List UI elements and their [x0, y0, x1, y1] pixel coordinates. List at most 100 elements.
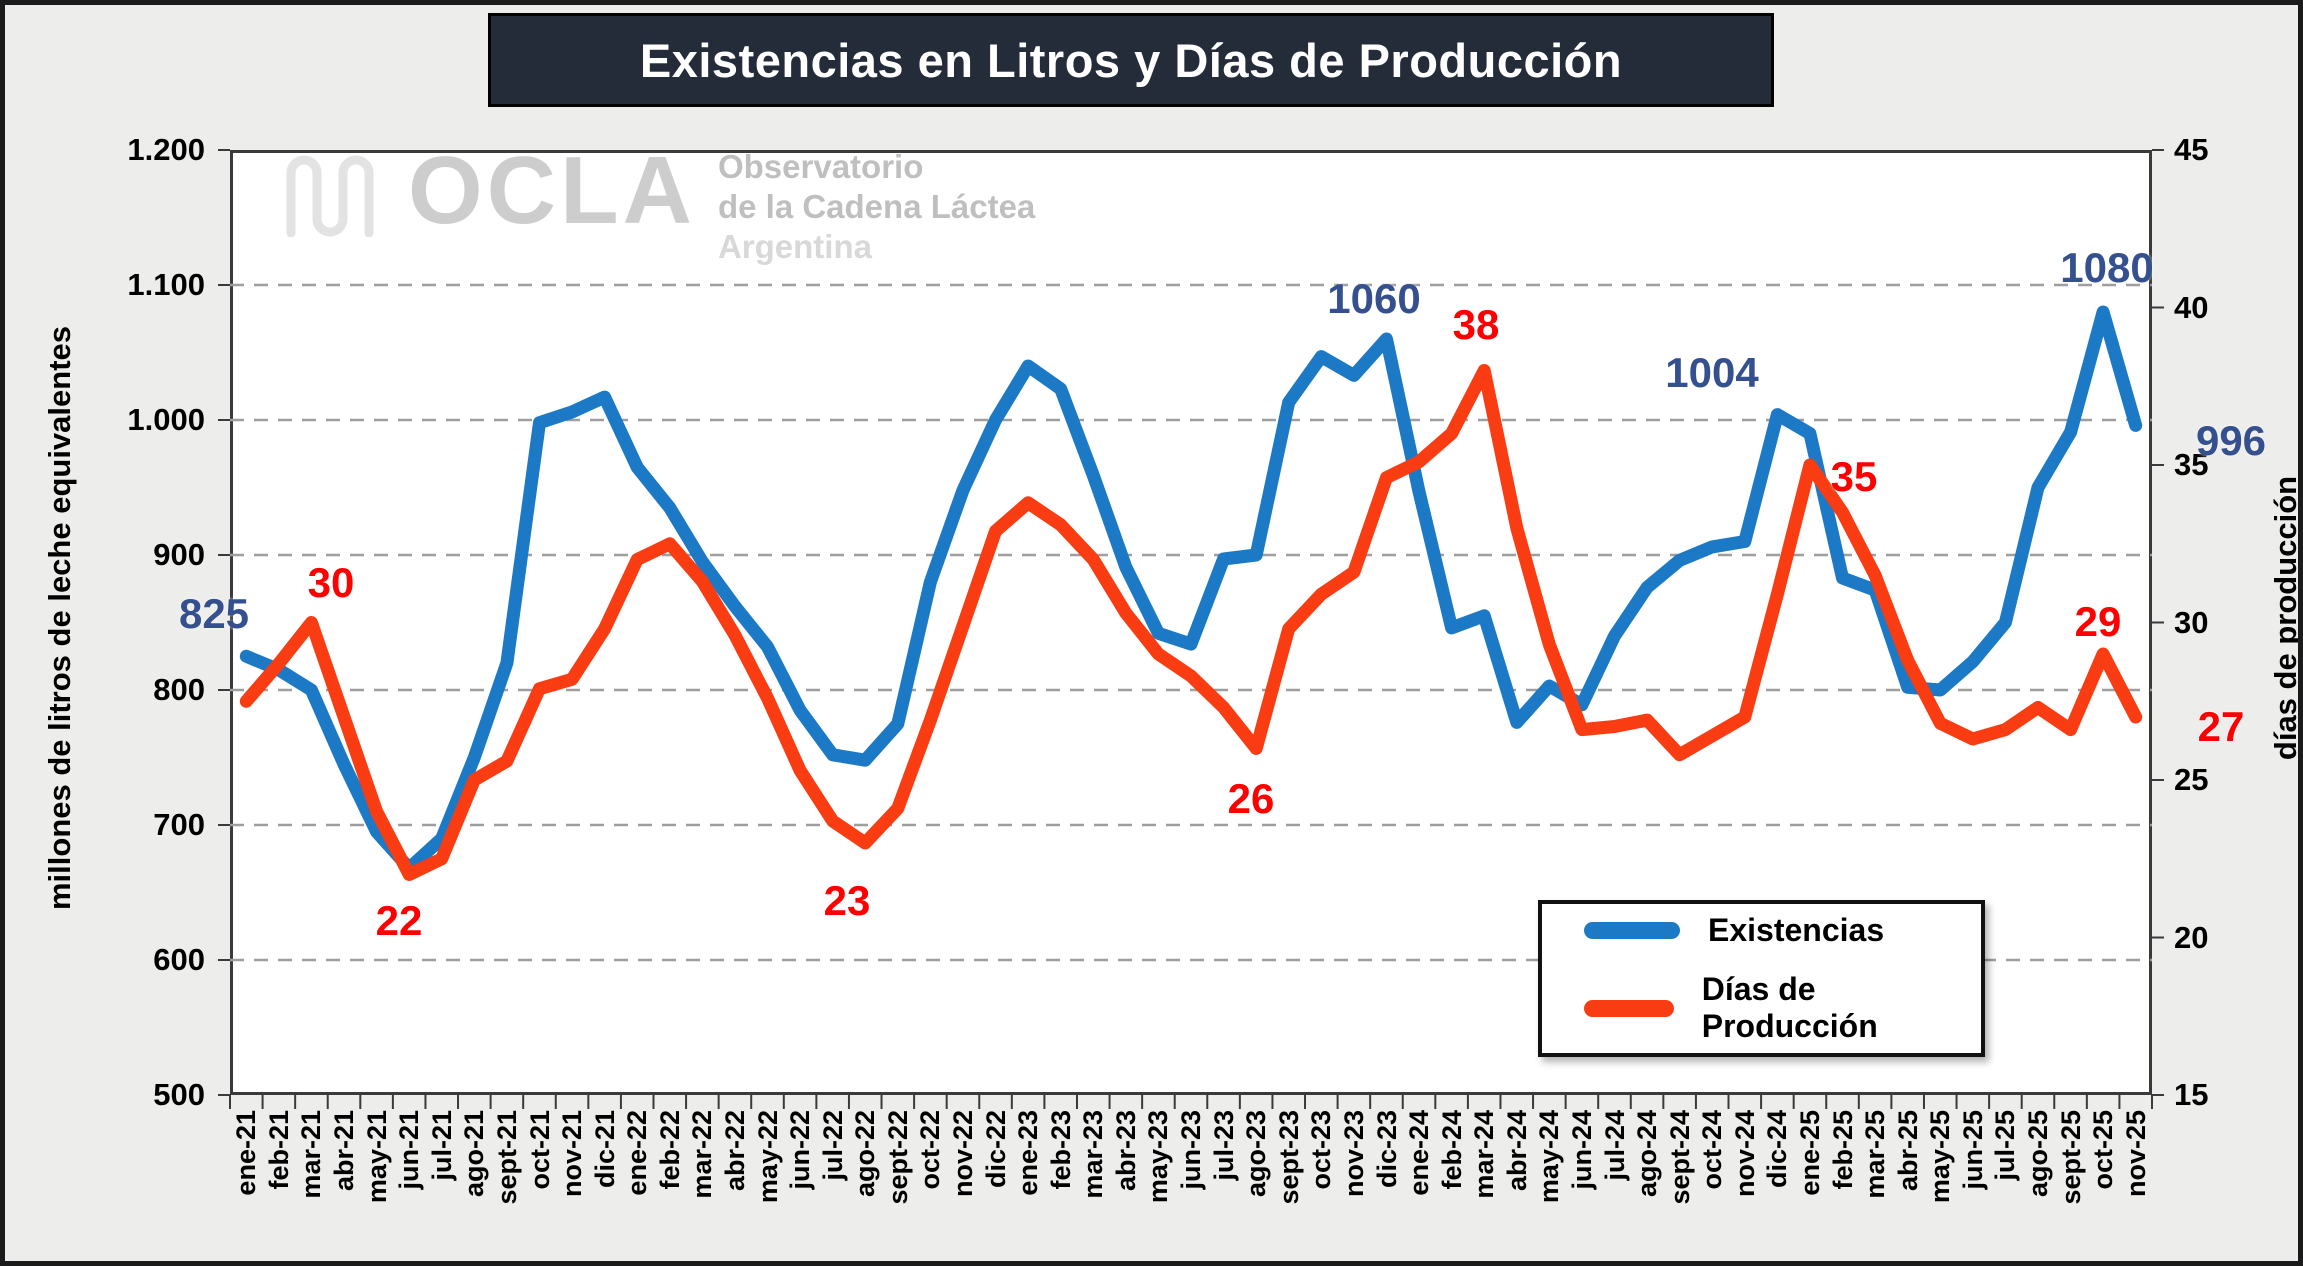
x-axis-tick-label: jun-25 [1957, 1110, 1988, 1190]
left-axis-tick-label: 1.200 [127, 132, 205, 167]
x-axis-tick-label: jul-22 [817, 1110, 848, 1181]
data-label-29: 29 [2074, 598, 2122, 645]
x-axis-tick-label: sept-25 [2055, 1110, 2086, 1205]
x-axis-tick-label: mar-24 [1469, 1110, 1500, 1199]
x-axis-tick-label: sept-21 [491, 1110, 522, 1205]
x-axis-tick-label: oct-23 [1306, 1110, 1337, 1190]
x-axis-tick-label: dic-24 [1762, 1110, 1793, 1189]
legend-label-existencias: Existencias [1708, 912, 1885, 948]
x-axis-tick-label: abr-21 [329, 1110, 359, 1192]
x-axis-tick-label: feb-22 [654, 1110, 685, 1190]
x-axis-tick-label: ago-24 [1632, 1110, 1663, 1198]
x-axis-tick-label: may-21 [361, 1110, 392, 1204]
existencias-line [239, 305, 2143, 875]
right-axis-title: días de producción [2268, 475, 2303, 761]
data-label-26: 26 [1227, 775, 1275, 822]
right-axis-tick-label: 15 [2174, 1077, 2209, 1112]
x-axis-tick-label: ene-23 [1013, 1110, 1044, 1196]
left-axis-tick-label: 500 [153, 1077, 205, 1112]
x-axis-tick-label: nov-24 [1729, 1110, 1760, 1198]
x-axis-tick-label: jul-21 [426, 1110, 457, 1181]
ocla-subtitle-line3: Argentina [717, 228, 872, 265]
ocla-logo-text: OCLA [408, 137, 696, 244]
x-axis-tick-label: feb-21 [263, 1110, 294, 1190]
legend: Existencias Días de Producción [1538, 900, 1985, 1057]
x-axis-tick-label: sept-22 [882, 1110, 913, 1205]
x-axis-tick-label: may-23 [1143, 1110, 1174, 1204]
left-axis-tick-label: 1.000 [127, 402, 205, 437]
x-axis-tick-label: jun-22 [785, 1110, 816, 1190]
x-axis-tick-label: mar-23 [1078, 1110, 1109, 1199]
data-label-1060: 1060 [1327, 275, 1421, 322]
dias-line-swatch [1584, 999, 1674, 1017]
chart-title-bar: Existencias en Litros y Días de Producci… [488, 13, 1774, 107]
x-axis-tick-label: jul-25 [1990, 1110, 2021, 1181]
right-axis-tick-label: 25 [2174, 762, 2209, 797]
x-axis-tick-label: may-24 [1534, 1110, 1565, 1204]
x-axis-tick-label: oct-24 [1697, 1110, 1728, 1190]
x-axis-tick-label: oct-25 [2088, 1110, 2119, 1190]
left-axis-tick-label: 1.100 [127, 267, 205, 302]
legend-item-dias: Días de Producción [1584, 971, 1981, 1045]
data-label-825: 825 [178, 590, 250, 637]
x-axis-tick-label: mar-21 [296, 1110, 327, 1199]
x-axis-tick-label: mar-22 [687, 1110, 718, 1199]
ocla-watermark: OCLA Observatorio de la Cadena Láctea Ar… [285, 137, 1035, 267]
x-axis-tick-label: abr-24 [1501, 1110, 1532, 1192]
x-axis-tick-label: nov-25 [2120, 1110, 2151, 1198]
x-axis-tick-label: may-25 [1925, 1110, 1956, 1204]
left-axis-tick-label: 900 [153, 537, 205, 572]
left-axis-tick-label: 800 [153, 672, 205, 707]
data-label-23: 23 [823, 877, 871, 924]
dias-de-produccion-line [239, 364, 2143, 881]
x-axis-tick-label: jun-23 [1176, 1110, 1206, 1190]
x-axis-tick-label: oct-22 [915, 1110, 946, 1190]
left-axis-tick-label: 700 [153, 807, 205, 842]
ocla-subtitle: Observatorio de la Cadena Láctea Argenti… [718, 147, 1035, 267]
x-axis-tick-label: oct-21 [524, 1110, 555, 1190]
x-axis-tick-label: dic-23 [1371, 1110, 1402, 1189]
x-axis-tick-label: mar-25 [1860, 1110, 1891, 1199]
x-axis-tick-label: jul-23 [1208, 1110, 1239, 1181]
ocla-subtitle-line2: de la Cadena Láctea [717, 188, 1036, 225]
data-label-996: 996 [2195, 417, 2267, 464]
legend-item-existencias: Existencias [1584, 912, 1981, 949]
right-axis-tick-label: 35 [2174, 447, 2209, 482]
x-axis-tick-label: ago-25 [2023, 1110, 2053, 1198]
ocla-wave-icon [286, 155, 374, 237]
x-axis-tick-label: ene-24 [1404, 1110, 1434, 1196]
left-axis-title: millones de litros de leche equivalentes [42, 325, 77, 911]
data-label-27: 27 [2197, 703, 2245, 750]
right-axis-tick-label: 40 [2174, 289, 2209, 325]
left-axis-tick-label: 600 [153, 942, 205, 977]
x-axis-tick-label: feb-24 [1436, 1110, 1467, 1190]
right-axis-tick-label: 30 [2174, 604, 2209, 640]
x-axis-tick-label: dic-22 [980, 1110, 1011, 1189]
x-axis-tick-label: nov-21 [557, 1110, 588, 1198]
x-axis-tick-label: may-22 [752, 1110, 783, 1204]
data-label-30: 30 [307, 559, 355, 606]
x-axis-tick-label: jun-21 [394, 1110, 425, 1190]
x-axis-tick-label: ene-21 [231, 1110, 262, 1196]
x-axis-tick-label: feb-23 [1045, 1110, 1076, 1190]
right-axis-tick-label: 20 [2174, 919, 2209, 955]
data-label-38: 38 [1452, 301, 1500, 348]
right-axis-tick-label: 45 [2174, 132, 2209, 167]
x-axis-tick-label: nov-23 [1338, 1110, 1369, 1198]
x-axis-tick-label: sept-24 [1664, 1110, 1695, 1205]
x-axis-tick-label: abr-22 [719, 1110, 750, 1192]
x-axis-tick-label: abr-23 [1110, 1110, 1141, 1192]
ocla-subtitle-line1: Observatorio [717, 148, 924, 185]
x-axis-tick-label: ene-22 [622, 1110, 653, 1196]
data-label-22: 22 [375, 897, 423, 944]
x-axis-tick-label: ago-22 [850, 1110, 881, 1198]
x-axis-tick-label: jun-24 [1566, 1110, 1597, 1190]
x-axis-tick-label: ago-23 [1241, 1110, 1272, 1198]
x-axis-tick-label: dic-21 [589, 1110, 620, 1189]
x-axis-tick-label: jul-24 [1599, 1110, 1630, 1181]
data-label-35: 35 [1830, 453, 1878, 500]
data-label-1004: 1004 [1665, 349, 1759, 396]
x-axis-tick-label: sept-23 [1273, 1110, 1304, 1205]
data-label-1080: 1080 [2060, 244, 2154, 291]
